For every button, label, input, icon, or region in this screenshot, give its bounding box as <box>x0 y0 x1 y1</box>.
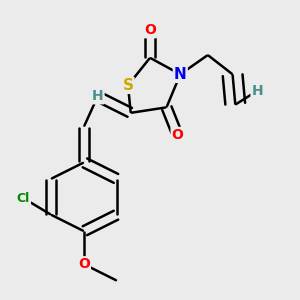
Text: S: S <box>122 78 134 93</box>
Text: O: O <box>78 257 90 271</box>
Text: N: N <box>174 67 187 82</box>
Text: Cl: Cl <box>17 192 30 205</box>
Text: O: O <box>144 23 156 37</box>
Text: H: H <box>251 84 263 98</box>
Text: H: H <box>92 89 103 103</box>
Text: O: O <box>172 128 184 142</box>
